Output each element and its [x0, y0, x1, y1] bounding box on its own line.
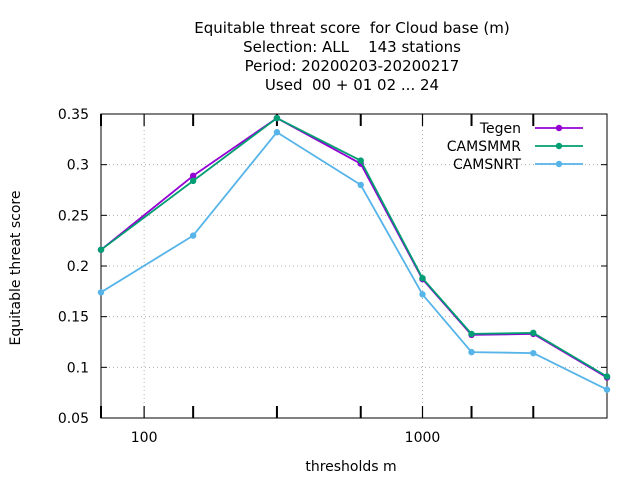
data-point-camsnrt [97, 289, 105, 296]
legend-label-tegen: Tegen [479, 121, 521, 137]
y-tick-label: 0.2 [67, 259, 89, 275]
axes: 0.05 0.1 0.15 0.2 0.25 0.3 0.35 100 1000 [58, 107, 608, 446]
title-line-1: Equitable threat score for Cloud base (m… [194, 19, 509, 37]
data-point-camsmmr [468, 330, 475, 338]
y-tick-label: 0.3 [67, 158, 89, 174]
title-line-3: Period: 20200203-20200217 [245, 57, 460, 75]
data-point-camsnrt [530, 349, 537, 357]
data-point-camsmmr [97, 246, 105, 253]
legend: Tegen CAMSMMR CAMSNRT [447, 121, 583, 173]
legend-label-camsnrt: CAMSNRT [453, 157, 522, 173]
y-tick-label: 0.15 [58, 310, 89, 326]
data-point-camsmmr [419, 274, 426, 282]
data-point-camsnrt [357, 181, 364, 189]
y-tick-label: 0.05 [58, 411, 89, 427]
data-point-camsmmr [189, 177, 197, 185]
data-point-camsnrt [273, 129, 281, 136]
legend-marker-camsnrt [555, 160, 563, 168]
x-tick-label: 1000 [405, 430, 441, 446]
data-point-tegen [189, 172, 197, 180]
data-point-camsnrt [468, 348, 475, 356]
legend-marker-tegen [555, 124, 563, 132]
legend-marker-camsmmr [555, 142, 563, 150]
data-point-camsnrt [603, 386, 611, 393]
y-tick-label: 0.25 [58, 208, 89, 224]
chart-title: Equitable threat score for Cloud base (m… [194, 19, 509, 94]
data-point-camsnrt [189, 232, 197, 239]
x-tick-label: 100 [131, 430, 158, 446]
y-tick-label: 0.35 [58, 107, 89, 123]
series [97, 114, 611, 393]
title-line-2: Selection: ALL 143 stations [243, 38, 461, 56]
legend-label-camsmmr: CAMSMMR [447, 139, 521, 155]
series-line-camsnrt [100, 131, 608, 391]
y-tick-label: 0.1 [67, 360, 89, 376]
data-point-camsmmr [530, 329, 537, 337]
y-axis-label: Equitable threat score [8, 191, 24, 346]
x-axis-label: thresholds m [305, 459, 396, 475]
series-line-camsmmr [100, 117, 608, 378]
title-line-4: Used 00 + 01 02 ... 24 [265, 76, 439, 94]
data-point-camsnrt [419, 291, 426, 298]
series-line-tegen [100, 117, 608, 379]
data-point-camsmmr [273, 114, 281, 122]
data-point-camsmmr [603, 373, 611, 380]
data-point-camsmmr [357, 157, 364, 164]
